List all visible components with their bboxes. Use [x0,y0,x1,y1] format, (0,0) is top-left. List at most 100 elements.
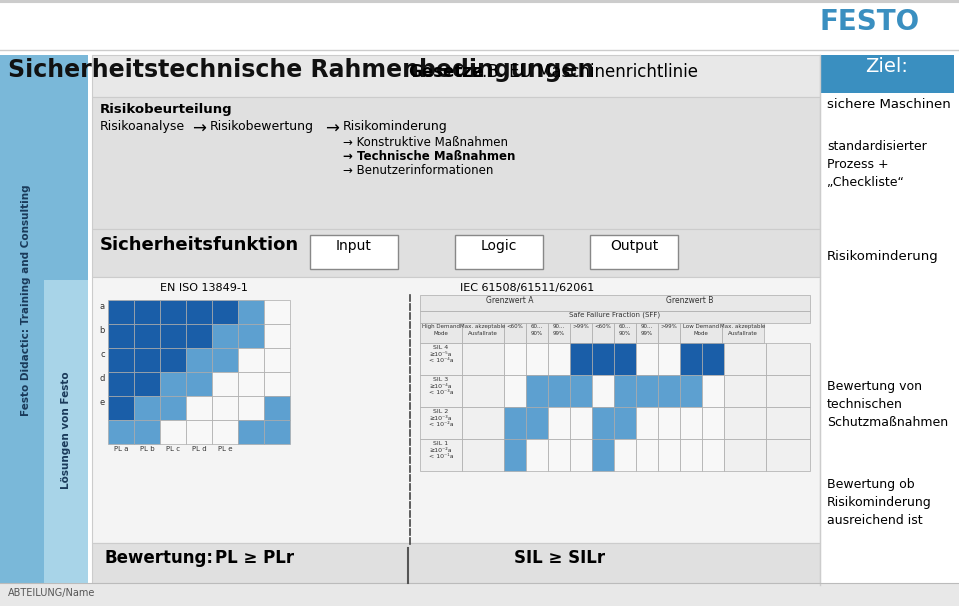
Bar [570,439,592,471]
Bar [264,396,290,420]
Text: Output: Output [610,239,658,253]
Bar [134,396,160,420]
Bar [462,375,504,407]
Bar [636,343,658,375]
Bar [504,439,526,471]
Bar [160,396,186,420]
Bar [462,343,504,375]
Bar [264,348,290,372]
Bar [238,372,264,396]
Bar [134,420,160,444]
Text: Lösungen von Festo: Lösungen von Festo [61,371,71,489]
Bar [420,439,462,471]
Bar [212,324,238,348]
Text: >99%: >99% [573,324,590,329]
Text: Input: Input [336,239,372,253]
Bar [0,55,88,583]
Bar [0,583,959,606]
Bar [420,295,810,311]
Bar [680,439,702,471]
Text: Sicherheitsfunktion: Sicherheitsfunktion [100,236,299,254]
Text: >99%: >99% [661,324,677,329]
Bar [420,375,462,407]
Text: PL e: PL e [218,446,232,452]
Bar [186,324,212,348]
Bar [724,375,766,407]
Text: PL a: PL a [114,446,129,452]
Bar [462,323,504,343]
Bar [680,323,722,343]
Bar [92,229,820,277]
Bar [724,407,766,439]
Bar [658,439,680,471]
Bar [614,407,636,439]
Text: → Konstruktive Maßnahmen: → Konstruktive Maßnahmen [343,136,508,149]
Bar [636,323,658,343]
Bar [92,543,820,585]
Text: Risikoanalyse: Risikoanalyse [100,120,185,133]
Bar [108,372,134,396]
Bar [658,343,680,375]
Bar [766,439,810,471]
Bar [570,375,592,407]
Text: 90...
99%: 90... 99% [553,324,565,336]
Text: d: d [100,374,105,383]
Text: PL c: PL c [166,446,180,452]
Text: FESTO: FESTO [820,8,920,36]
Bar [614,323,636,343]
Text: →: → [325,120,339,138]
Text: → Benutzerinformationen: → Benutzerinformationen [343,164,493,177]
Bar [680,375,702,407]
Text: a: a [100,302,105,311]
Bar [160,300,186,324]
Bar [264,324,290,348]
Bar [212,396,238,420]
Bar [680,343,702,375]
Bar [504,375,526,407]
Bar [92,277,820,543]
Text: 60...
90%: 60... 90% [619,324,631,336]
Bar [504,323,526,343]
Text: Max. akzeptable
Ausfallrate: Max. akzeptable Ausfallrate [460,324,505,336]
Bar [212,420,238,444]
Bar [160,420,186,444]
Bar [548,323,570,343]
Bar [420,407,462,439]
Text: <60%: <60% [506,324,524,329]
Text: Safe Failure Fraction (SFF): Safe Failure Fraction (SFF) [570,312,661,319]
Bar [548,407,570,439]
Bar [504,407,526,439]
Text: Grenzwert B: Grenzwert B [667,296,713,305]
Bar [526,375,548,407]
Bar [44,280,88,583]
Bar [160,348,186,372]
Bar [526,439,548,471]
Bar [548,439,570,471]
Bar [680,407,702,439]
Bar [238,348,264,372]
Bar [134,348,160,372]
Text: IEC 61508/61511/62061: IEC 61508/61511/62061 [460,283,595,293]
Bar [702,407,724,439]
Bar [592,375,614,407]
Text: Bewertung:: Bewertung: [105,549,214,567]
Bar [186,300,212,324]
Bar [614,343,636,375]
Text: SIL 3
≥10⁻⁴a
< 10⁻³a: SIL 3 ≥10⁻⁴a < 10⁻³a [429,377,454,395]
Bar [212,300,238,324]
Text: PL d: PL d [192,446,206,452]
Bar [636,375,658,407]
Text: c: c [101,350,105,359]
Text: SIL 2
≥10⁻³a
< 10⁻²a: SIL 2 ≥10⁻³a < 10⁻²a [429,409,454,427]
Text: →: → [192,120,206,138]
Bar [592,343,614,375]
Bar [724,343,766,375]
Text: Ziel:: Ziel: [866,57,908,76]
Bar [310,235,398,269]
Text: SIL 1
≥10⁻²a
< 10⁻¹a: SIL 1 ≥10⁻²a < 10⁻¹a [429,441,454,459]
Bar [264,372,290,396]
Bar [702,375,724,407]
Text: SIL 4
≥10⁻⁵a
< 10⁻⁴a: SIL 4 ≥10⁻⁵a < 10⁻⁴a [429,345,454,363]
Text: → Technische Maßnahmen: → Technische Maßnahmen [343,150,515,163]
Text: Risikominderung: Risikominderung [343,120,448,133]
